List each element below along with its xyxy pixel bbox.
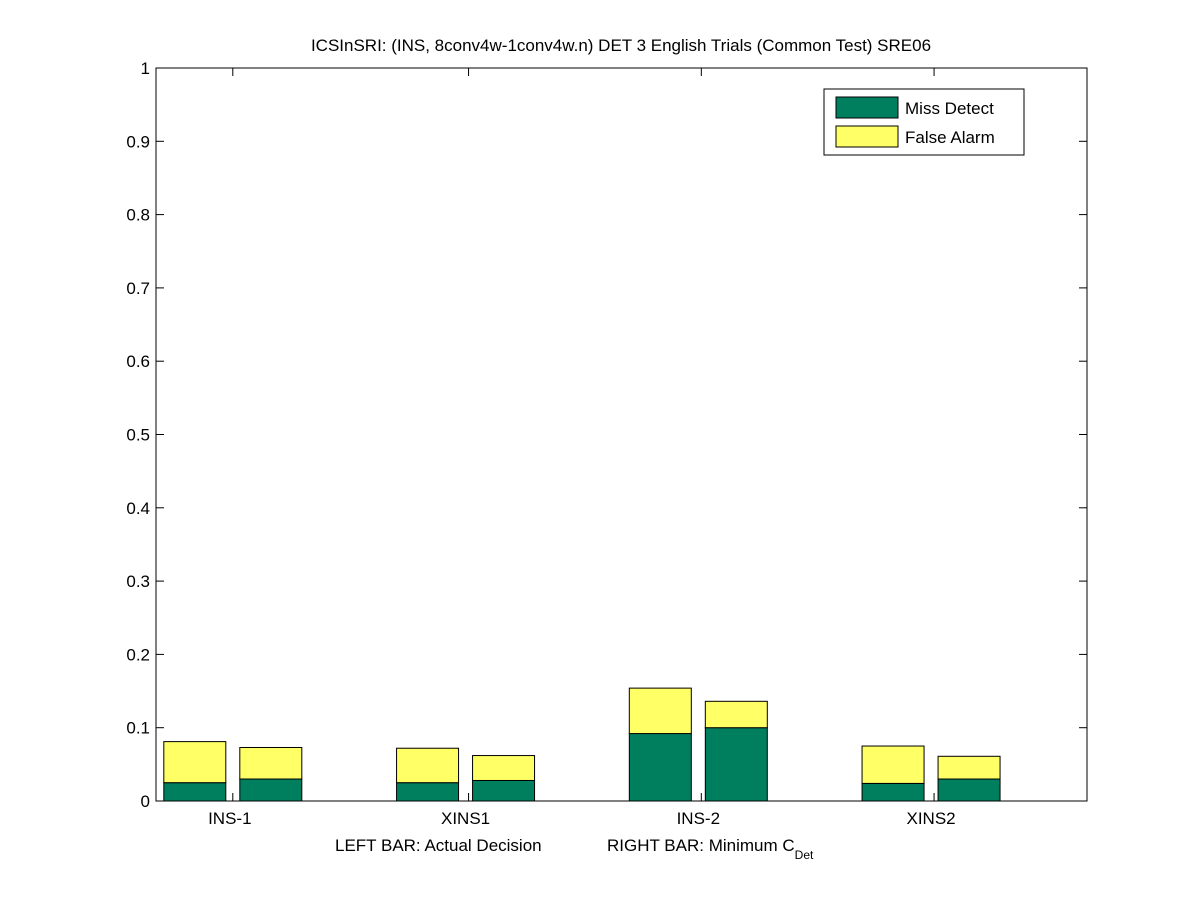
y-tick-label: 0.9 bbox=[126, 132, 150, 151]
legend-swatch-false-alarm bbox=[835, 125, 899, 148]
plot-area bbox=[155, 67, 1088, 802]
bar-miss-detect-ins-2-actual bbox=[628, 733, 692, 802]
bar-miss-detect-xins1-minimum bbox=[472, 779, 536, 802]
bar-false-alarm-xins1-actual bbox=[396, 747, 460, 784]
y-tick-label: 0.4 bbox=[126, 499, 150, 518]
x-category-label: INS-2 bbox=[677, 809, 720, 828]
y-axis: 0 0.1 0.2 0.3 0.4 0.5 0.6 0.7 0.8 0.9 1 bbox=[126, 59, 1087, 811]
bars-group bbox=[163, 687, 1001, 802]
x-category-label: XINS2 bbox=[906, 809, 955, 828]
bar-false-alarm-xins2-minimum bbox=[937, 755, 1001, 780]
x-label-right-bar: RIGHT BAR: Minimum CDet bbox=[607, 836, 814, 862]
legend: Miss Detect False Alarm bbox=[823, 88, 1025, 156]
y-tick-label: 0 bbox=[141, 792, 150, 811]
x-category-label: INS-1 bbox=[208, 809, 251, 828]
bar-false-alarm-ins-1-minimum bbox=[239, 746, 303, 780]
chart-title: ICSInSRI: (INS, 8conv4w-1conv4w.n) DET 3… bbox=[311, 36, 931, 55]
legend-label-false-alarm: False Alarm bbox=[905, 128, 995, 147]
bar-miss-detect-ins-2-minimum bbox=[704, 727, 768, 802]
y-tick-label: 0.5 bbox=[126, 426, 150, 445]
y-tick-label: 0.3 bbox=[126, 572, 150, 591]
bar-miss-detect-xins2-minimum bbox=[937, 778, 1001, 802]
bar-false-alarm-xins1-minimum bbox=[472, 755, 536, 781]
legend-swatch-miss-detect bbox=[835, 96, 899, 119]
x-label-left-bar: LEFT BAR: Actual Decision bbox=[335, 836, 542, 855]
x-axis-label: LEFT BAR: Actual Decision RIGHT BAR: Min… bbox=[335, 836, 814, 862]
y-tick-label: 0.2 bbox=[126, 645, 150, 664]
y-tick-label: 0.6 bbox=[126, 352, 150, 371]
bar-miss-detect-xins2-actual bbox=[861, 782, 925, 802]
bar-miss-detect-ins-1-minimum bbox=[239, 778, 303, 802]
bar-false-alarm-ins-2-minimum bbox=[704, 700, 768, 729]
y-tick-label: 0.7 bbox=[126, 279, 150, 298]
bar-miss-detect-ins-1-actual bbox=[163, 782, 227, 802]
bar-false-alarm-ins-1-actual bbox=[163, 741, 227, 784]
bar-miss-detect-xins1-actual bbox=[396, 782, 460, 802]
bar-false-alarm-xins2-actual bbox=[861, 745, 925, 784]
y-tick-label: 1 bbox=[141, 59, 150, 78]
x-category-label: XINS1 bbox=[441, 809, 490, 828]
y-tick-label: 0.8 bbox=[126, 206, 150, 225]
bar-false-alarm-ins-2-actual bbox=[628, 687, 692, 735]
y-tick-label: 0.1 bbox=[126, 719, 150, 738]
legend-label-miss-detect: Miss Detect bbox=[905, 99, 994, 118]
x-label-right-bar-main: RIGHT BAR: Minimum C bbox=[607, 836, 795, 855]
x-label-right-bar-subscript: Det bbox=[795, 848, 814, 862]
x-axis: INS-1 XINS1 INS-2 XINS2 bbox=[208, 68, 956, 828]
